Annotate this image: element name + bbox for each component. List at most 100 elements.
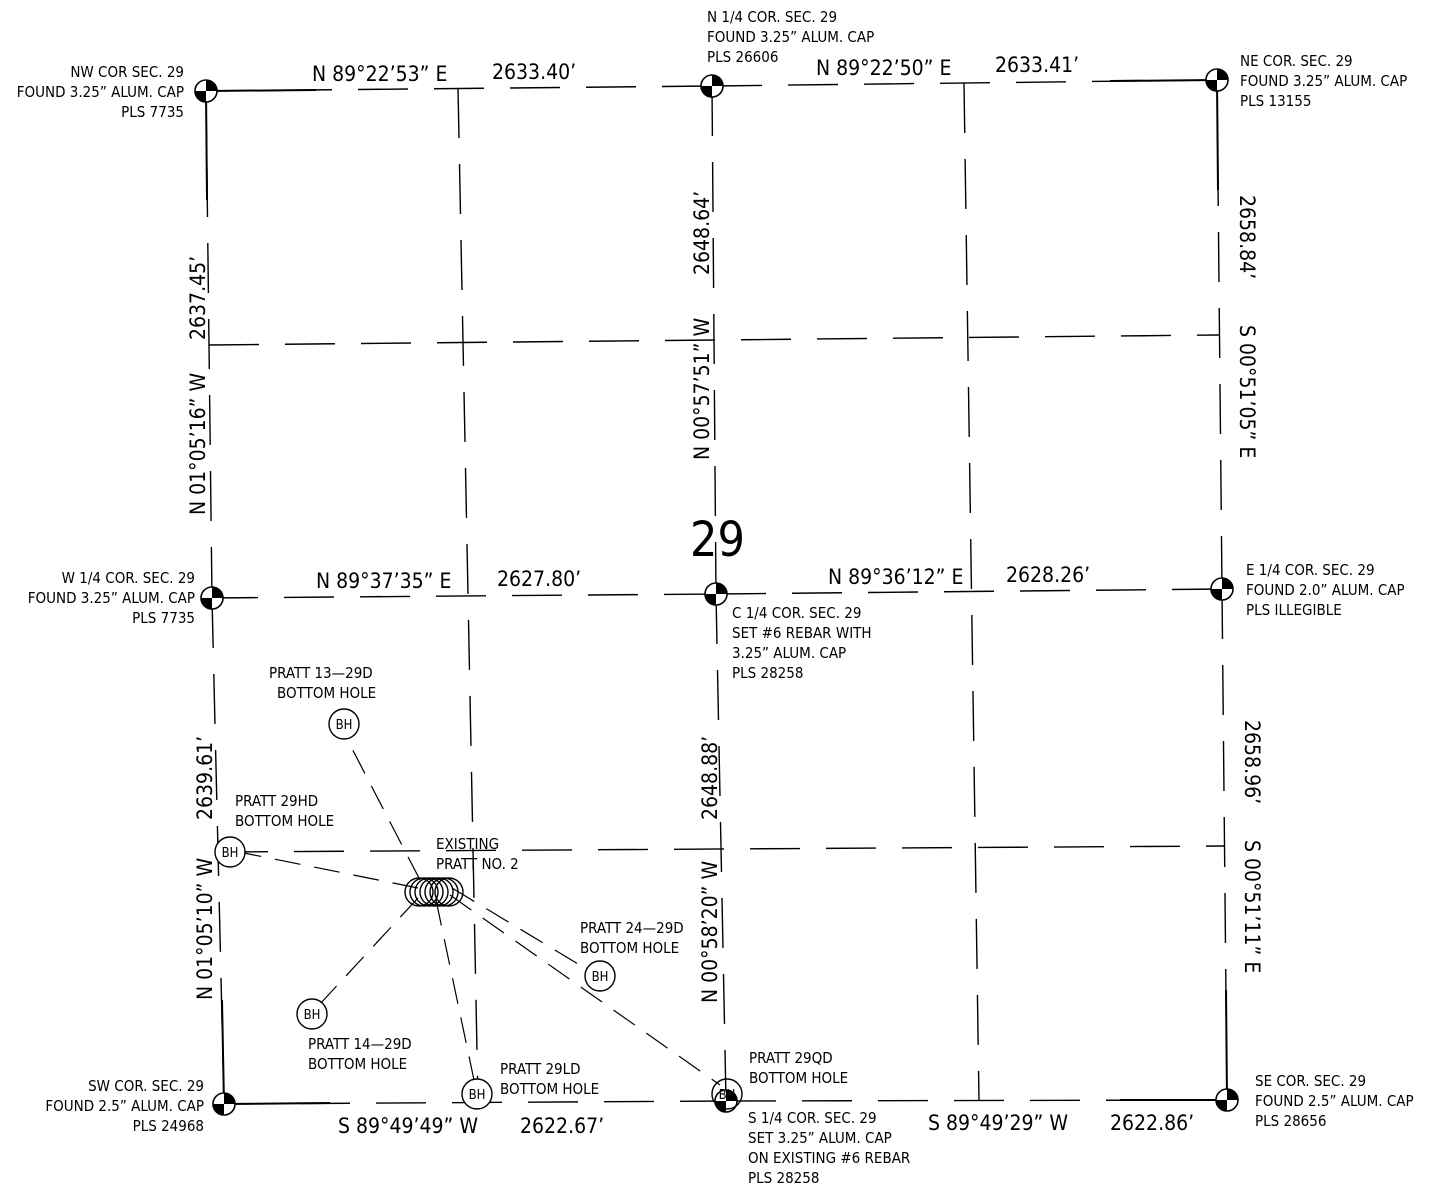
svg-text:PRATT 29QD: PRATT 29QD xyxy=(749,1049,833,1067)
svg-text:PRATT 24—29D: PRATT 24—29D xyxy=(580,919,684,937)
n14-corner-monument-icon xyxy=(700,74,724,98)
east-upper-bearing: S 00°51’05” E xyxy=(1235,325,1259,458)
e14-corner-label: E 1/4 COR. SEC. 29 FOUND 2.0” ALUM. CAP … xyxy=(1246,561,1405,619)
svg-text:PLS 28258: PLS 28258 xyxy=(732,664,803,682)
svg-text:BOTTOM HOLE: BOTTOM HOLE xyxy=(580,939,679,957)
path-24-29d xyxy=(451,887,589,971)
well-label-14-29d: PRATT 14—29D BOTTOM HOLE xyxy=(308,1035,412,1073)
sw-corner-label: SW COR. SEC. 29 FOUND 2.5” ALUM. CAP PLS… xyxy=(45,1077,204,1135)
bh-29hd-symbol: BH xyxy=(222,846,239,861)
section-number: 29 xyxy=(690,512,745,568)
west-upper-bearing: N 01°05’16” W xyxy=(186,373,210,515)
svg-text:PLS 28258: PLS 28258 xyxy=(748,1169,819,1187)
bh-29qd-symbol: BH xyxy=(719,1088,736,1103)
path-29qd xyxy=(449,894,721,1086)
mid-line-east xyxy=(715,588,1223,595)
svg-text:SET #6 REBAR WITH: SET #6 REBAR WITH xyxy=(732,624,872,642)
course-labels-horizontal: N 89°22’53” E 2633.40’ N 89°22’50” E 263… xyxy=(312,53,1194,1138)
svg-text:3.25” ALUM. CAP: 3.25” ALUM. CAP xyxy=(732,644,846,662)
well-paths xyxy=(243,734,721,1086)
svg-text:BOTTOM HOLE: BOTTOM HOLE xyxy=(308,1055,407,1073)
east-upper-distance: 2658.84’ xyxy=(1235,195,1259,279)
svg-text:NW COR SEC. 29: NW COR SEC. 29 xyxy=(70,63,184,81)
bh-29hd: BH xyxy=(214,836,246,868)
south-sixteenth-line xyxy=(217,845,1226,853)
south-east-bearing: S 89°49’29” W xyxy=(928,1111,1068,1135)
svg-text:FOUND 2.5” ALUM. CAP: FOUND 2.5” ALUM. CAP xyxy=(1255,1092,1414,1110)
svg-text:NE COR. SEC. 29: NE COR. SEC. 29 xyxy=(1240,52,1353,70)
path-29ld xyxy=(435,899,475,1081)
bh-24-29d: BH xyxy=(584,960,616,992)
w14-corner-label: W 1/4 COR. SEC. 29 FOUND 3.25” ALUM. CAP… xyxy=(28,569,195,627)
nw-corner-label: NW COR SEC. 29 FOUND 3.25” ALUM. CAP PLS… xyxy=(17,63,184,121)
mid-line-west xyxy=(207,593,717,599)
svg-text:BOTTOM HOLE: BOTTOM HOLE xyxy=(500,1080,599,1098)
svg-text:PRATT 13—29D: PRATT 13—29D xyxy=(269,664,373,682)
center-upper-bearing: N 00°57’51” W xyxy=(690,318,714,460)
svg-text:FOUND 3.25” ALUM. CAP: FOUND 3.25” ALUM. CAP xyxy=(17,83,184,101)
well-label-29qd: PRATT 29QD BOTTOM HOLE xyxy=(749,1049,848,1087)
path-13-29d xyxy=(344,734,421,881)
svg-text:PLS 7735: PLS 7735 xyxy=(132,609,195,627)
svg-text:W 1/4 COR. SEC. 29: W 1/4 COR. SEC. 29 xyxy=(62,569,195,587)
svg-text:FOUND 2.5” ALUM. CAP: FOUND 2.5” ALUM. CAP xyxy=(45,1097,204,1115)
sixteenth-lines xyxy=(208,82,1226,1103)
svg-text:FOUND 3.25” ALUM. CAP: FOUND 3.25” ALUM. CAP xyxy=(707,28,874,46)
bh-24-29d-symbol: BH xyxy=(592,970,609,985)
north-west-bearing: N 89°22’53” E xyxy=(312,62,447,86)
svg-text:PLS 13155: PLS 13155 xyxy=(1240,92,1311,110)
center-lower-distance: 2648.88’ xyxy=(698,736,722,820)
north-west-distance: 2633.40’ xyxy=(492,60,576,84)
south-west-bearing: S 89°49’49” W xyxy=(338,1114,478,1138)
north-east-bearing: N 89°22’50” E xyxy=(816,56,951,80)
n14-corner-label: N 1/4 COR. SEC. 29 FOUND 3.25” ALUM. CAP… xyxy=(707,8,874,66)
path-14-29d xyxy=(319,897,419,1005)
svg-text:E 1/4 COR. SEC. 29: E 1/4 COR. SEC. 29 xyxy=(1246,561,1375,579)
svg-text:PRATT 14—29D: PRATT 14—29D xyxy=(308,1035,412,1053)
c14-corner-monument-icon xyxy=(704,582,728,606)
west-lower-bearing: N 01°05’10” W xyxy=(193,858,217,1000)
svg-text:PRATT 29LD: PRATT 29LD xyxy=(500,1060,581,1078)
svg-text:PRATT 29HD: PRATT 29HD xyxy=(235,792,318,810)
bh-29ld-symbol: BH xyxy=(469,1088,486,1103)
ne-corner-monument-icon xyxy=(1205,68,1229,92)
bh-13-29d: BH xyxy=(328,708,360,740)
svg-text:PLS 24968: PLS 24968 xyxy=(133,1117,204,1135)
svg-text:FOUND 2.0” ALUM. CAP: FOUND 2.0” ALUM. CAP xyxy=(1246,581,1405,599)
path-29hd xyxy=(243,852,419,889)
west-upper-distance: 2637.45’ xyxy=(186,256,210,340)
svg-text:SET 3.25” ALUM. CAP: SET 3.25” ALUM. CAP xyxy=(748,1129,892,1147)
svg-text:PRATT NO. 2: PRATT NO. 2 xyxy=(436,855,519,873)
east-lower-bearing: S 00°51’11” E xyxy=(1240,840,1264,973)
north-sixteenth-line xyxy=(208,334,1221,346)
well-label-24-29d: PRATT 24—29D BOTTOM HOLE xyxy=(580,919,684,957)
svg-text:S 1/4 COR. SEC. 29: S 1/4 COR. SEC. 29 xyxy=(748,1109,877,1127)
svg-text:C 1/4 COR. SEC. 29: C 1/4 COR. SEC. 29 xyxy=(732,604,861,622)
south-east-distance: 2622.86’ xyxy=(1110,1111,1194,1135)
well-label-29ld: PRATT 29LD BOTTOM HOLE xyxy=(500,1060,599,1098)
svg-text:PLS 28656: PLS 28656 xyxy=(1255,1112,1326,1130)
se-corner-label: SE COR. SEC. 29 FOUND 2.5” ALUM. CAP PLS… xyxy=(1255,1072,1414,1130)
sw-corner-monument-icon xyxy=(212,1092,236,1116)
svg-text:FOUND 3.25” ALUM. CAP: FOUND 3.25” ALUM. CAP xyxy=(1240,72,1407,90)
svg-text:BOTTOM HOLE: BOTTOM HOLE xyxy=(235,812,334,830)
se-corner-monument-icon xyxy=(1215,1088,1239,1112)
north-east-distance: 2633.41’ xyxy=(995,53,1079,77)
existing-well-label: EXISTING PRATT NO. 2 xyxy=(436,835,519,873)
svg-text:BOTTOM HOLE: BOTTOM HOLE xyxy=(277,684,376,702)
well-label-13-29d: PRATT 13—29D BOTTOM HOLE xyxy=(269,664,376,702)
s14-corner-label: S 1/4 COR. SEC. 29 SET 3.25” ALUM. CAP O… xyxy=(748,1109,910,1187)
east-lower-distance: 2658.96’ xyxy=(1240,720,1264,804)
west-sixteenth-line xyxy=(457,87,479,1103)
west-lower-distance: 2639.61’ xyxy=(193,736,217,820)
south-west-distance: 2622.67’ xyxy=(520,1114,604,1138)
mid-west-distance: 2627.80’ xyxy=(497,567,581,591)
s14-corner-monument-icon xyxy=(714,1089,738,1113)
svg-text:SW COR. SEC. 29: SW COR. SEC. 29 xyxy=(88,1077,204,1095)
corner-labels: NW COR SEC. 29 FOUND 3.25” ALUM. CAP PLS… xyxy=(17,8,1414,1187)
c14-corner-label: C 1/4 COR. SEC. 29 SET #6 REBAR WITH 3.2… xyxy=(732,604,872,682)
mid-west-bearing: N 89°37’35” E xyxy=(316,569,451,593)
bh-14-29d: BH xyxy=(296,998,328,1030)
svg-text:FOUND 3.25” ALUM. CAP: FOUND 3.25” ALUM. CAP xyxy=(28,589,195,607)
